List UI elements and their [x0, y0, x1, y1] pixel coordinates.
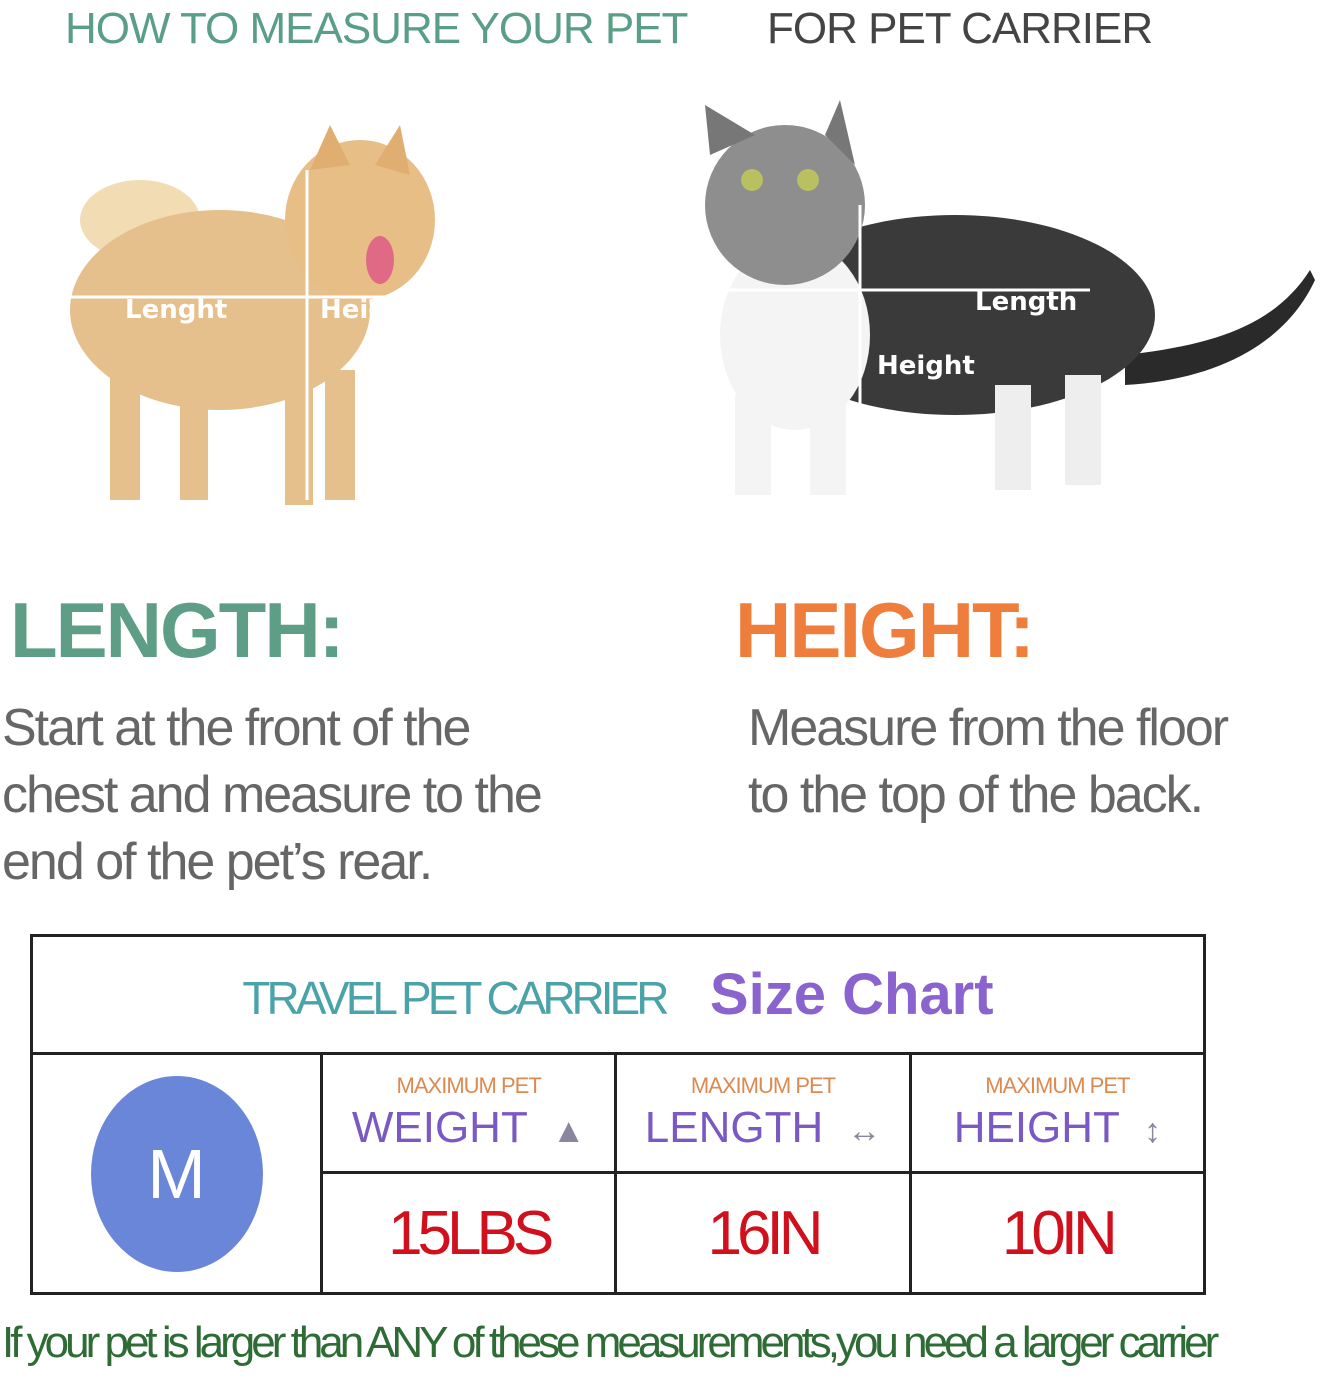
size-chart-table: TRAVEL PET CARRIER Size Chart M MAXIMUM …: [30, 934, 1207, 1295]
height-small-label: MAXIMUM PET: [985, 1073, 1130, 1098]
length-line-2: chest and measure to the: [2, 766, 543, 824]
weight-label: WEIGHT: [351, 1103, 528, 1152]
height-line-1: Measure from the floor: [748, 699, 1229, 757]
size-chart-title-b: Size Chart: [709, 962, 994, 1027]
cat-length-label: Length: [975, 287, 1077, 317]
length-description: Start at the front of the chest and meas…: [2, 695, 642, 896]
length-value: 16IN: [707, 1198, 824, 1268]
cat-height-label: Height: [877, 351, 975, 381]
measure-heading: HOW TO MEASURE YOUR PET: [65, 4, 688, 54]
weight-small-label: MAXIMUM PET: [396, 1073, 542, 1098]
length-line-1: Start at the front of the: [2, 699, 471, 757]
dog-length-label: Lenght: [125, 295, 227, 325]
length-value-cell: 16IN: [614, 1171, 912, 1295]
height-description: Measure from the floor to the top of the…: [748, 695, 1308, 829]
height-title-text: HEIGHT:: [735, 586, 1035, 674]
horizontal-arrow-icon: ↔: [847, 1112, 882, 1150]
height-title: HEIGHT:: [735, 585, 1035, 676]
cat-photo: Length Height: [705, 100, 1315, 500]
length-label: LENGTH: [644, 1103, 824, 1152]
measure-heading-text: HOW TO MEASURE YOUR PET: [65, 4, 688, 53]
size-chart-header: TRAVEL PET CARRIER Size Chart: [30, 934, 1206, 1055]
height-value-cell: 10IN: [908, 1171, 1207, 1295]
length-small-label: MAXIMUM PET: [690, 1073, 836, 1098]
length-title-text: LENGTH:: [10, 586, 345, 674]
size-badge-label: M: [147, 1134, 206, 1213]
size-chart-title-a: TRAVEL PET CARRIER: [242, 972, 669, 1024]
length-header-cell: MAXIMUM PET LENGTH ↔: [614, 1052, 912, 1174]
carrier-heading-text: FOR PET CARRIER: [767, 4, 1153, 53]
height-value: 10IN: [1001, 1198, 1118, 1268]
dog-photo: Lenght Height: [50, 125, 440, 505]
size-cell: M: [30, 1052, 323, 1295]
weight-icon: ▲: [551, 1112, 586, 1150]
weight-value: 15LBS: [388, 1198, 554, 1268]
height-header-cell: MAXIMUM PET HEIGHT ↕: [908, 1052, 1207, 1174]
footer-note-text: If your pet is larger than ANY of these …: [2, 1318, 1219, 1367]
size-badge: M: [90, 1075, 263, 1272]
length-title: LENGTH:: [10, 585, 345, 676]
weight-header-cell: MAXIMUM PET WEIGHT ▲: [319, 1052, 618, 1174]
height-line-2: to the top of the back.: [748, 766, 1204, 824]
length-line-3: end of the pet’s rear.: [2, 833, 433, 891]
weight-value-cell: 15LBS: [319, 1171, 618, 1295]
vertical-arrow-icon: ↕: [1143, 1112, 1161, 1150]
footer-note: If your pet is larger than ANY of these …: [2, 1318, 1312, 1368]
height-label: HEIGHT: [953, 1103, 1120, 1152]
dog-height-label: Height: [320, 295, 418, 325]
carrier-heading: FOR PET CARRIER: [767, 4, 1153, 54]
